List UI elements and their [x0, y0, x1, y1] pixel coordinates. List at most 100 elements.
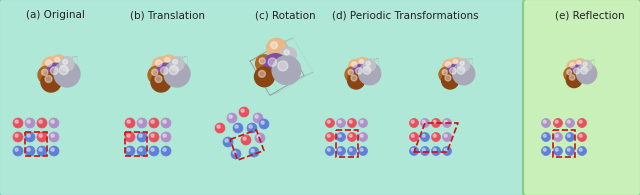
Circle shape	[348, 119, 356, 128]
Circle shape	[566, 119, 575, 128]
Circle shape	[253, 113, 263, 123]
Circle shape	[457, 66, 465, 74]
Circle shape	[51, 120, 54, 123]
Circle shape	[570, 65, 588, 82]
Circle shape	[51, 134, 54, 137]
Circle shape	[161, 67, 168, 74]
Circle shape	[575, 59, 586, 70]
Circle shape	[566, 72, 582, 88]
Circle shape	[439, 67, 454, 82]
Circle shape	[579, 120, 582, 123]
Circle shape	[125, 146, 135, 156]
Circle shape	[348, 146, 356, 155]
Circle shape	[161, 132, 171, 142]
Circle shape	[15, 134, 18, 137]
Circle shape	[249, 147, 259, 157]
Circle shape	[169, 66, 179, 75]
Circle shape	[127, 120, 130, 123]
Circle shape	[449, 68, 456, 74]
Circle shape	[39, 120, 42, 123]
Circle shape	[541, 146, 550, 155]
Circle shape	[173, 59, 178, 64]
Circle shape	[49, 118, 59, 128]
Circle shape	[348, 70, 353, 75]
Circle shape	[46, 63, 68, 85]
Circle shape	[326, 132, 335, 142]
Circle shape	[217, 125, 220, 128]
Circle shape	[579, 148, 582, 151]
Circle shape	[567, 120, 570, 123]
Circle shape	[278, 61, 288, 71]
Circle shape	[577, 119, 586, 128]
Circle shape	[358, 63, 381, 85]
Circle shape	[259, 119, 269, 129]
Circle shape	[567, 134, 570, 137]
Circle shape	[458, 59, 470, 71]
Circle shape	[151, 148, 154, 151]
Bar	[25, 132, 47, 156]
Circle shape	[125, 118, 135, 128]
Circle shape	[163, 148, 166, 151]
Bar	[553, 130, 575, 157]
Circle shape	[25, 132, 35, 142]
Circle shape	[13, 146, 23, 156]
Circle shape	[366, 61, 371, 66]
Circle shape	[410, 119, 419, 128]
Circle shape	[271, 42, 278, 49]
Text: (b) Translation: (b) Translation	[131, 10, 205, 20]
FancyBboxPatch shape	[0, 0, 527, 195]
Circle shape	[170, 57, 184, 71]
Circle shape	[570, 75, 575, 80]
Circle shape	[233, 123, 243, 133]
Circle shape	[149, 118, 159, 128]
Circle shape	[541, 119, 550, 128]
Circle shape	[410, 146, 419, 155]
Circle shape	[349, 134, 352, 137]
FancyBboxPatch shape	[523, 0, 640, 195]
Circle shape	[420, 119, 429, 128]
Circle shape	[412, 148, 414, 151]
Circle shape	[556, 134, 558, 137]
Circle shape	[348, 72, 365, 89]
Circle shape	[272, 56, 301, 84]
Circle shape	[281, 47, 296, 63]
Circle shape	[156, 63, 178, 85]
Circle shape	[41, 72, 61, 92]
Circle shape	[337, 132, 346, 142]
Circle shape	[55, 58, 60, 62]
Circle shape	[360, 120, 363, 123]
Bar	[125, 132, 147, 156]
Circle shape	[163, 134, 166, 137]
Circle shape	[259, 58, 265, 64]
Circle shape	[60, 57, 74, 71]
Circle shape	[251, 149, 254, 152]
Circle shape	[15, 148, 18, 151]
Circle shape	[263, 54, 287, 78]
Circle shape	[45, 60, 52, 66]
Circle shape	[241, 135, 251, 145]
Circle shape	[326, 119, 335, 128]
Circle shape	[420, 146, 429, 155]
Circle shape	[259, 70, 266, 77]
Circle shape	[573, 68, 580, 74]
Bar	[336, 130, 358, 157]
Circle shape	[567, 148, 570, 151]
Circle shape	[577, 61, 581, 65]
Circle shape	[422, 148, 425, 151]
Circle shape	[139, 120, 142, 123]
Circle shape	[223, 137, 233, 147]
Circle shape	[445, 62, 451, 67]
Circle shape	[351, 75, 357, 81]
Circle shape	[284, 50, 289, 55]
Circle shape	[453, 60, 458, 64]
Circle shape	[125, 132, 135, 142]
Circle shape	[163, 120, 166, 123]
Circle shape	[25, 146, 35, 156]
Circle shape	[327, 120, 330, 123]
Circle shape	[567, 60, 581, 74]
Circle shape	[127, 148, 130, 151]
Circle shape	[352, 64, 371, 83]
Circle shape	[442, 59, 458, 74]
Circle shape	[543, 148, 546, 151]
Circle shape	[422, 134, 425, 137]
